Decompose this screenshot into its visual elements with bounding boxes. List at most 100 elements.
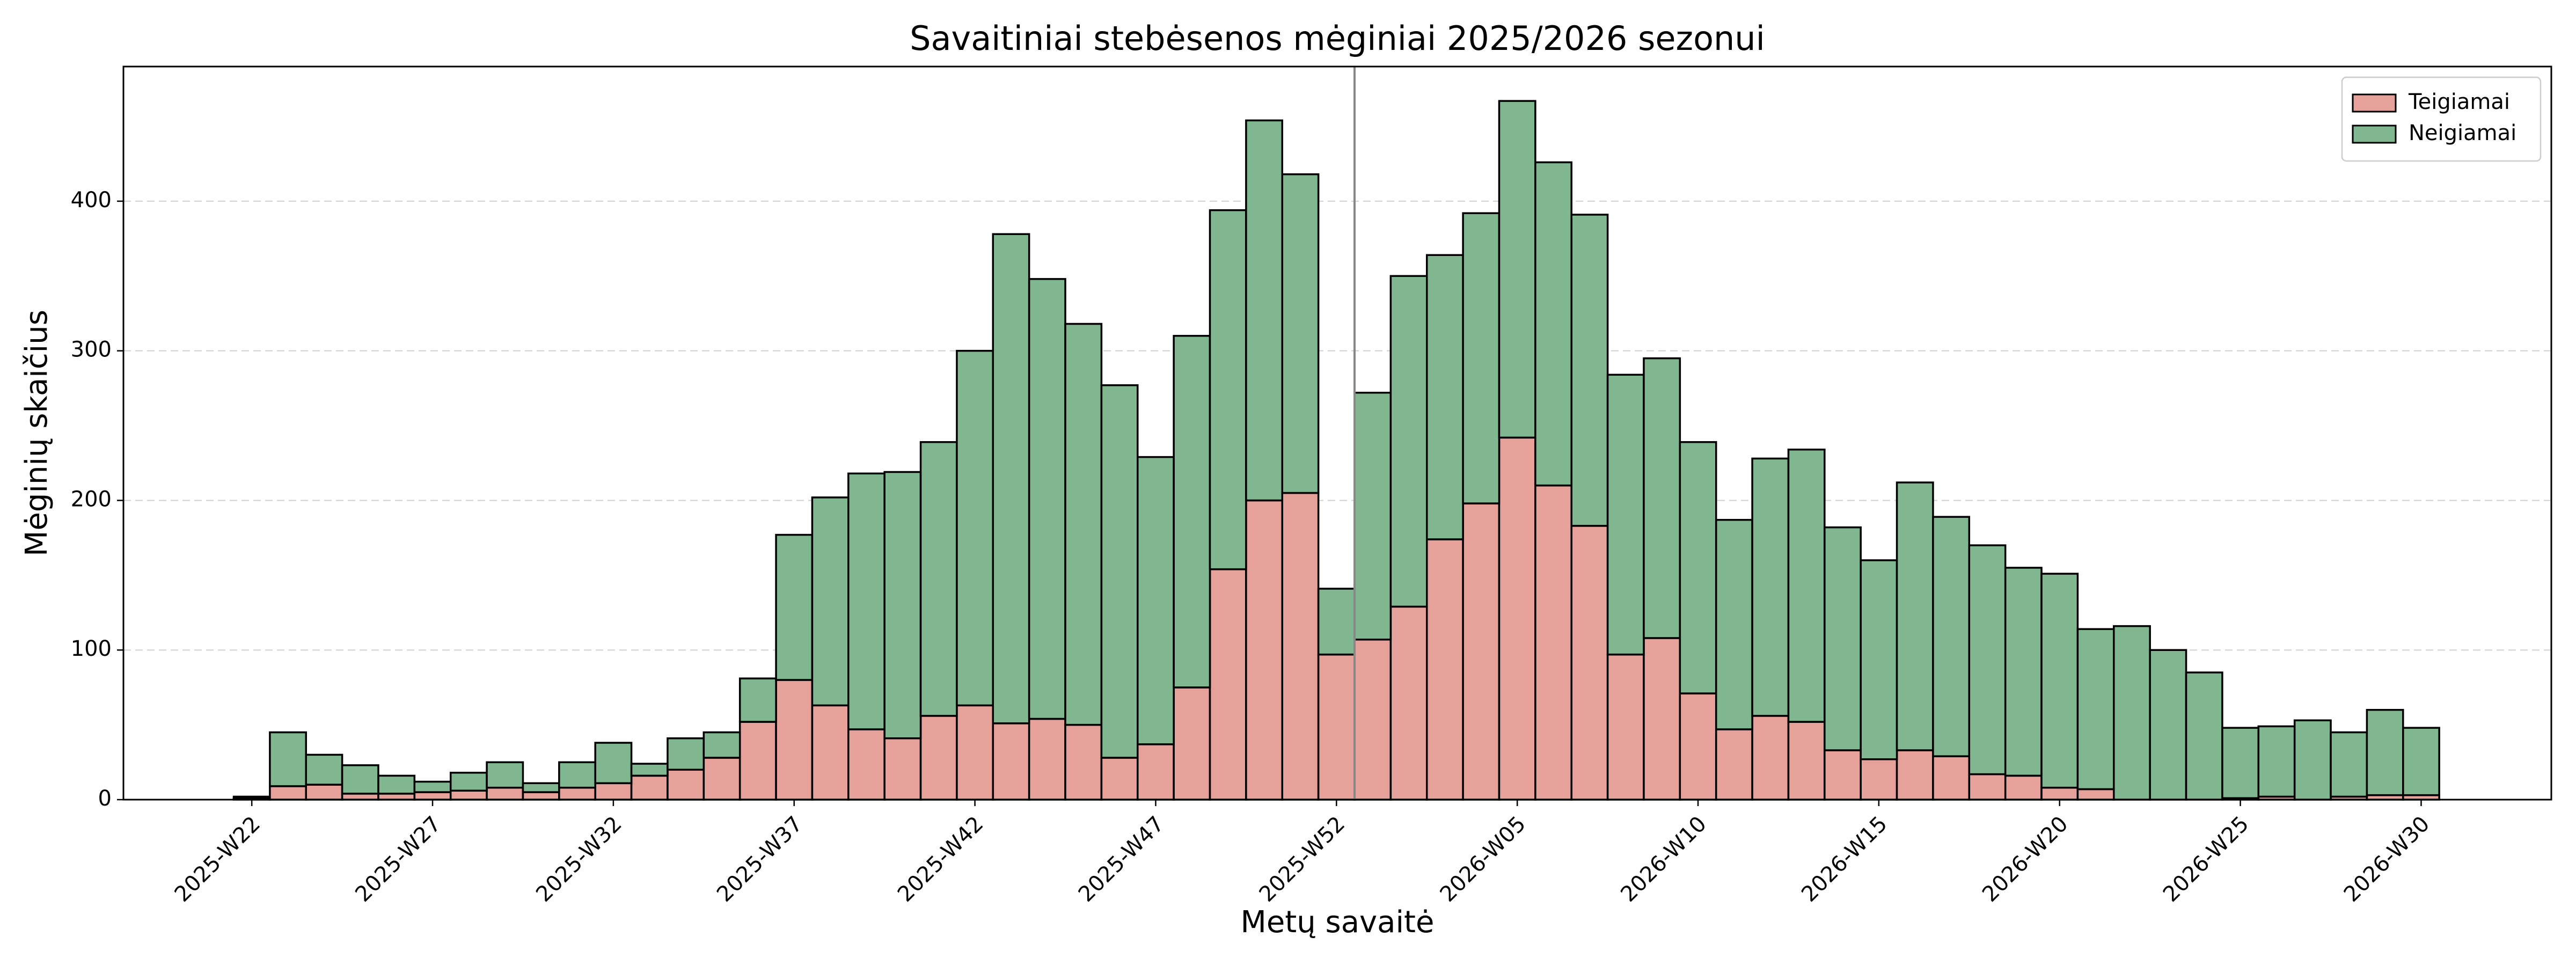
bar xyxy=(2149,649,2187,801)
bar xyxy=(558,786,596,801)
bar xyxy=(667,737,705,771)
bar xyxy=(1100,757,1139,801)
bar xyxy=(1353,391,1392,641)
bar xyxy=(1606,653,1645,801)
x-tick-label: 2025-W42 xyxy=(893,811,989,907)
bar xyxy=(1860,559,1898,760)
bar xyxy=(1498,100,1536,439)
bar xyxy=(1028,278,1066,720)
bar xyxy=(702,757,741,801)
bar xyxy=(269,731,307,787)
bar xyxy=(1281,492,1320,801)
bar xyxy=(1064,723,1103,801)
bar xyxy=(486,761,524,789)
x-tick-label: 2025-W32 xyxy=(531,811,627,907)
bar xyxy=(2366,708,2404,796)
bar xyxy=(811,704,850,801)
bar xyxy=(1317,653,1356,801)
bar xyxy=(2257,725,2296,798)
x-tick-label: 2025-W37 xyxy=(712,811,808,907)
bar xyxy=(1137,743,1175,801)
bar xyxy=(1570,214,1609,527)
y-tick-label: 100 xyxy=(71,636,112,661)
bar xyxy=(667,769,705,801)
bar xyxy=(1824,749,1862,801)
bar xyxy=(1751,715,1790,801)
chart-title: Savaitiniai stebėsenos mėginiai 2025/202… xyxy=(910,19,1765,58)
bar xyxy=(1679,692,1717,801)
y-tick-label: 300 xyxy=(71,338,112,362)
x-tick-label: 2025-W27 xyxy=(350,811,446,907)
bar xyxy=(1606,374,1645,656)
bar xyxy=(630,763,669,777)
x-tick-label: 2026-W05 xyxy=(1435,811,1531,907)
bar xyxy=(558,761,596,789)
bar xyxy=(1462,212,1501,504)
bar xyxy=(1824,526,1862,751)
bar xyxy=(2040,786,2079,801)
bar xyxy=(1425,538,1464,801)
y-tick-label: 400 xyxy=(71,188,112,213)
bar xyxy=(1064,323,1103,726)
bar xyxy=(1896,749,1934,801)
bar xyxy=(1751,457,1790,717)
bar xyxy=(738,677,777,723)
y-tick-label: 0 xyxy=(98,786,112,811)
bar xyxy=(702,731,741,759)
bar xyxy=(1715,728,1753,801)
bar xyxy=(449,789,488,801)
bar xyxy=(2076,628,2115,791)
bar xyxy=(775,533,814,681)
bar xyxy=(1137,456,1175,745)
x-tick-label: 2026-W25 xyxy=(2158,811,2254,907)
bar xyxy=(1715,518,1753,730)
bar xyxy=(1209,568,1247,801)
plot-frame xyxy=(122,65,2552,801)
bar xyxy=(305,753,343,786)
bar xyxy=(1389,605,1428,801)
bar xyxy=(2040,573,2079,789)
bar xyxy=(1281,173,1320,494)
bar xyxy=(1389,275,1428,608)
bar xyxy=(2221,727,2260,799)
bar xyxy=(883,737,922,801)
bar xyxy=(486,786,524,801)
bar xyxy=(1860,758,1898,801)
bar xyxy=(1173,686,1211,801)
bar xyxy=(1787,721,1826,801)
bar xyxy=(847,472,885,730)
bar xyxy=(919,441,958,717)
x-tick-label: 2026-W20 xyxy=(1978,811,2073,907)
x-tick-label: 2025-W47 xyxy=(1074,811,1169,907)
bar xyxy=(630,774,669,801)
bar xyxy=(1173,335,1211,689)
bar xyxy=(232,795,271,799)
bar xyxy=(992,722,1030,801)
bar xyxy=(1679,441,1717,694)
x-axis-label: Metų savaitė xyxy=(1241,905,1435,940)
bar xyxy=(1968,544,2007,775)
bar xyxy=(847,728,885,801)
bar xyxy=(1932,516,1971,757)
x-tick-label: 2026-W15 xyxy=(1797,811,1892,907)
x-tick-label: 2026-W30 xyxy=(2339,811,2435,907)
bar xyxy=(522,782,560,793)
legend-swatch xyxy=(2352,125,2397,144)
bar xyxy=(1100,384,1139,759)
legend-swatch xyxy=(2352,93,2397,113)
bar xyxy=(919,715,958,801)
bar xyxy=(1968,773,2007,801)
bar xyxy=(883,471,922,740)
bar xyxy=(1245,119,1284,502)
y-axis-label: Mėginių skaičius xyxy=(19,310,54,557)
bar xyxy=(2004,774,2043,801)
bar xyxy=(1353,638,1392,801)
bar xyxy=(775,679,814,801)
bar xyxy=(2402,727,2440,796)
bar xyxy=(2293,719,2332,801)
bar xyxy=(956,349,994,707)
bar xyxy=(1534,161,1572,487)
bar xyxy=(1932,755,1971,801)
